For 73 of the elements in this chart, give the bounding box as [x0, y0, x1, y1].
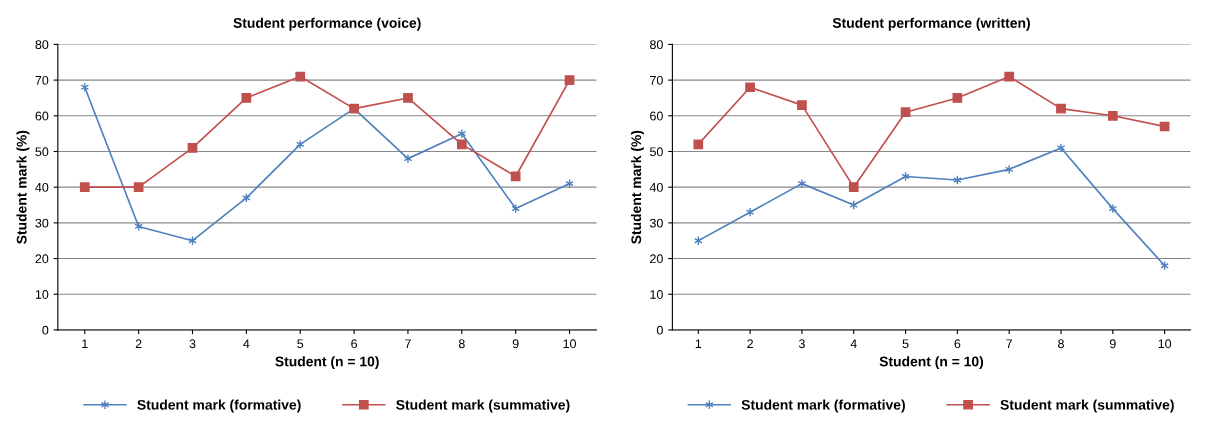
point	[295, 71, 306, 82]
point	[797, 100, 807, 110]
point	[1004, 71, 1015, 82]
legend-label: Student mark (summative)	[1000, 399, 1174, 413]
y-tick-label: 30	[649, 218, 663, 228]
point	[1056, 103, 1066, 114]
y-tick-label: 80	[650, 40, 663, 50]
point	[745, 207, 755, 218]
chart-title: Student performance (written)	[832, 17, 1030, 31]
point	[403, 153, 413, 164]
point	[187, 143, 198, 153]
point	[403, 93, 413, 103]
y-tick-label: 70	[35, 75, 49, 85]
legend-label: Student mark (formative)	[137, 399, 301, 413]
point	[745, 82, 755, 93]
x-tick-label: 10	[563, 339, 577, 349]
point	[457, 128, 467, 139]
y-axis-title: Student mark (%)	[630, 130, 644, 244]
point	[952, 93, 963, 103]
y-tick-label: 80	[35, 40, 49, 50]
legend-label: Student mark (summative)	[396, 399, 570, 413]
y-tick-label: 20	[35, 254, 49, 264]
y-tick-label: 50	[649, 147, 663, 157]
point	[79, 182, 90, 193]
x-tick-label: 7	[405, 339, 411, 349]
x-axis-title: Student (n = 10)	[275, 356, 379, 370]
point	[848, 182, 859, 193]
point	[510, 171, 521, 182]
point	[564, 75, 575, 85]
y-tick-label: 40	[35, 182, 49, 192]
y-axis-title: Student mark (%)	[16, 130, 30, 244]
legend-label: Student mark (formative)	[741, 399, 905, 413]
x-tick-label: 5	[297, 339, 304, 349]
x-tick-label: 2	[135, 339, 142, 349]
x-tick-label: 3	[189, 339, 196, 349]
y-tick-label: 30	[35, 218, 49, 228]
y-tick-label: 10	[650, 290, 663, 299]
point	[693, 139, 704, 150]
x-tick-label: 9	[1109, 339, 1116, 349]
x-tick-label: 6	[954, 339, 961, 349]
x-tick-label: 4	[850, 339, 857, 349]
y-tick-label: 10	[35, 290, 49, 299]
x-tick-label: 10	[1158, 339, 1172, 349]
point	[456, 139, 467, 150]
point	[797, 178, 807, 189]
x-tick-label: 1	[82, 339, 88, 349]
x-tick-label: 8	[1058, 339, 1064, 349]
y-tick-label: 60	[650, 111, 663, 121]
y-tick-label: 0	[656, 325, 663, 335]
point	[1004, 164, 1014, 175]
point	[241, 93, 252, 103]
y-tick-label: 60	[35, 111, 49, 121]
point	[1108, 203, 1118, 214]
x-tick-label: 9	[512, 339, 519, 349]
y-tick-label: 20	[650, 254, 663, 264]
x-axis-title: Student (n = 10)	[879, 356, 984, 370]
x-tick-label: 6	[351, 339, 358, 349]
y-tick-label: 70	[650, 75, 663, 85]
y-tick-label: 50	[35, 147, 49, 157]
point	[1056, 143, 1066, 153]
x-tick-label: 1	[695, 339, 702, 349]
x-tick-label: 7	[1006, 339, 1013, 349]
x-tick-label: 2	[747, 339, 753, 349]
chart-title: Student performance (voice)	[233, 17, 421, 31]
point	[900, 107, 911, 118]
x-tick-label: 3	[798, 339, 805, 349]
x-tick-label: 8	[458, 339, 465, 349]
x-tick-label: 5	[902, 339, 909, 349]
y-tick-label: 0	[42, 325, 49, 335]
y-tick-label: 40	[649, 182, 663, 192]
point	[1107, 110, 1118, 121]
point	[133, 182, 144, 193]
x-tick-label: 4	[243, 339, 250, 349]
